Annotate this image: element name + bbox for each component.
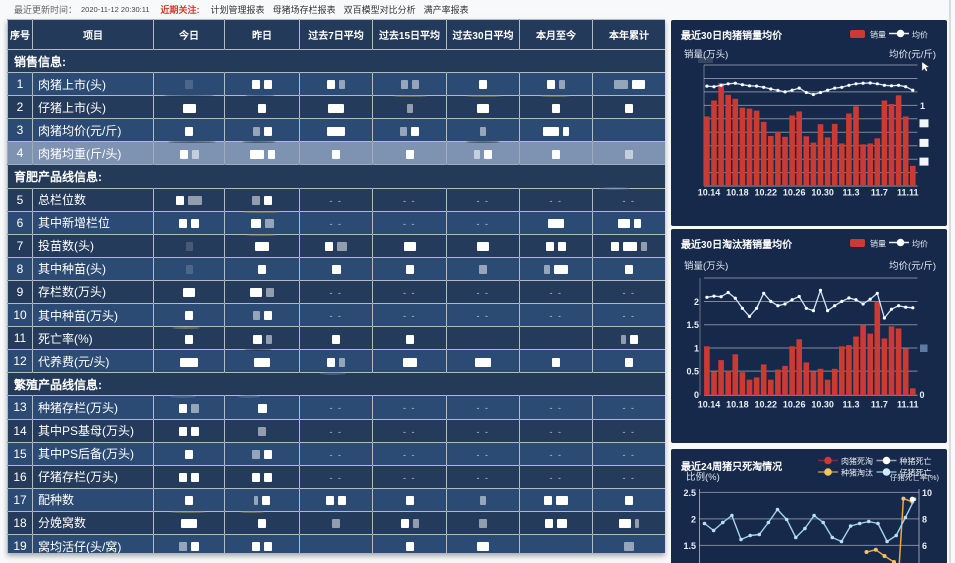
svg-text:1: 1 (694, 344, 699, 354)
svg-text:10.14: 10.14 (698, 188, 721, 198)
svg-text:仔猪死亡: 仔猪死亡 (900, 468, 932, 478)
svg-text:8: 8 (922, 514, 927, 524)
svg-text:10.22: 10.22 (755, 188, 778, 198)
svg-text:均价(元/斤): 均价(元/斤) (889, 260, 936, 272)
svg-text:仔猪死亡率(%): 仔猪死亡率(%) (890, 472, 940, 482)
svg-text:1: 1 (920, 101, 925, 111)
svg-text:比例(%): 比例(%) (686, 471, 720, 483)
svg-text:10.18: 10.18 (726, 400, 749, 410)
svg-text:11.3: 11.3 (842, 188, 859, 198)
svg-text:10.30: 10.30 (811, 400, 834, 410)
svg-text:销量(万头): 销量(万头) (684, 49, 728, 61)
svg-text:11.11: 11.11 (897, 400, 919, 410)
svg-text:最近24周猪只死淘情况: 最近24周猪只死淘情况 (681, 460, 782, 473)
svg-text:2.5: 2.5 (683, 488, 696, 498)
svg-text:10.18: 10.18 (726, 188, 749, 198)
svg-text:均价(元/斤): 均价(元/斤) (889, 49, 936, 61)
svg-text:11.7: 11.7 (871, 188, 888, 198)
svg-text:2: 2 (694, 297, 699, 307)
svg-text:0.5: 0.5 (686, 367, 699, 377)
svg-text:11.11: 11.11 (897, 188, 919, 198)
svg-text:10.26: 10.26 (783, 188, 806, 198)
svg-text:肉猪死淘: 肉猪死淘 (841, 456, 873, 466)
svg-text:均价: 均价 (912, 239, 928, 249)
svg-text:10: 10 (922, 488, 932, 498)
svg-text:1.5: 1.5 (683, 541, 696, 551)
svg-text:10.30: 10.30 (811, 188, 834, 198)
svg-text:最近30日淘汰猪销量均价: 最近30日淘汰猪销量均价 (681, 238, 793, 251)
svg-text:11.7: 11.7 (871, 400, 888, 410)
svg-text:种猪死亡: 种猪死亡 (900, 456, 932, 466)
svg-text:均价: 均价 (912, 30, 928, 40)
svg-text:11.3: 11.3 (842, 400, 859, 410)
svg-text:最近30日肉猪销量均价: 最近30日肉猪销量均价 (681, 29, 783, 42)
svg-text:2: 2 (691, 514, 696, 524)
svg-text:销量: 销量 (870, 30, 886, 40)
svg-text:10.26: 10.26 (783, 400, 806, 410)
svg-text:6: 6 (922, 541, 927, 551)
svg-text:种猪淘汰: 种猪淘汰 (841, 468, 873, 478)
svg-text:1.5: 1.5 (686, 320, 699, 330)
svg-text:10.22: 10.22 (755, 400, 778, 410)
svg-text:销量: 销量 (870, 239, 886, 249)
svg-text:10.14: 10.14 (698, 400, 721, 410)
svg-text:销量(万头): 销量(万头) (684, 260, 728, 272)
svg-text:0: 0 (920, 390, 925, 400)
svg-text:0: 0 (694, 390, 699, 400)
